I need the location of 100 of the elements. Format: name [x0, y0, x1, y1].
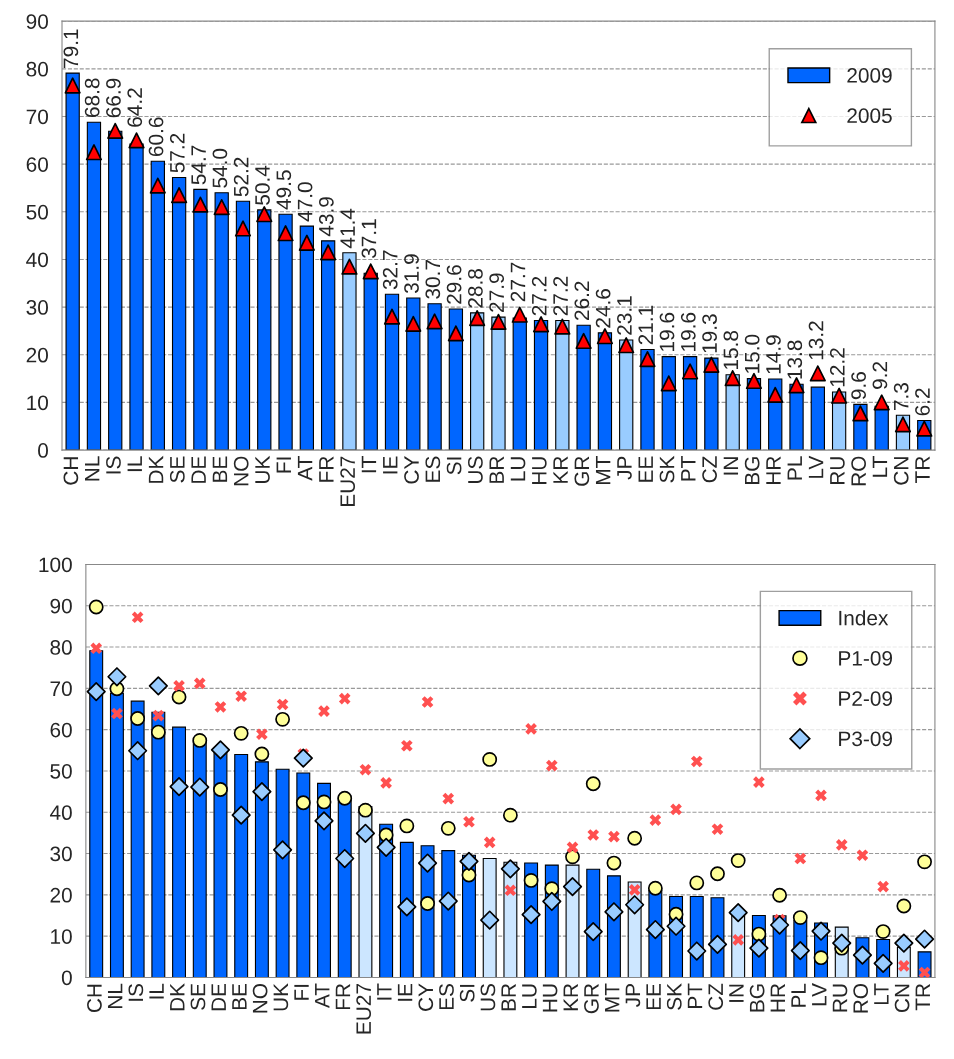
x-tick-label: AT — [315, 983, 330, 1009]
point — [417, 853, 438, 873]
x-tick-label: IE — [397, 983, 413, 1001]
x-tick-label: KR — [563, 983, 578, 1011]
point — [192, 732, 208, 748]
x-tick-label: AT — [297, 456, 313, 481]
point — [815, 789, 827, 802]
bar — [576, 324, 591, 451]
data-label: 43.9 — [318, 197, 334, 237]
data-label: 64.2 — [127, 88, 143, 127]
point — [502, 807, 518, 823]
x-tick-label: HR — [766, 456, 781, 485]
x-tick-label: DE — [191, 456, 206, 483]
point — [832, 933, 852, 953]
data-label: 15.0 — [744, 334, 760, 373]
point — [420, 896, 435, 911]
x-tick-label: MT — [595, 456, 611, 484]
point — [585, 776, 601, 792]
data-label: 14.9 — [766, 335, 781, 374]
x-tick-label: UK — [255, 455, 270, 483]
data-label: 9.2 — [872, 362, 888, 389]
point — [107, 667, 127, 687]
data-label: 19.6 — [680, 312, 696, 351]
point — [917, 854, 932, 870]
point — [482, 751, 498, 767]
x-tick-label: RO — [853, 984, 869, 1013]
bar — [275, 768, 290, 978]
x-tick-label: HU — [542, 984, 558, 1012]
point — [173, 680, 185, 692]
point — [873, 953, 893, 974]
point — [618, 337, 635, 354]
point — [150, 724, 166, 740]
point — [316, 794, 332, 810]
point — [397, 897, 417, 917]
point — [64, 77, 81, 94]
y-tick-label: 40 — [26, 252, 48, 268]
point — [442, 792, 455, 805]
bar — [491, 316, 506, 451]
x-tick-label: TR — [915, 983, 930, 1011]
point — [272, 840, 293, 860]
bar — [130, 700, 145, 978]
point — [88, 599, 104, 615]
x-tick-label: DK — [170, 983, 185, 1011]
x-tick-label: NO — [252, 984, 268, 1013]
x-tick-label: IS — [128, 983, 144, 1001]
x-tick-label: IT — [361, 456, 377, 473]
point — [469, 309, 486, 327]
bar — [427, 303, 442, 451]
x-tick-label: IN — [723, 457, 739, 475]
bar — [555, 319, 570, 451]
point — [107, 122, 124, 139]
y-tick-label: 60 — [50, 722, 72, 738]
point — [358, 802, 373, 818]
bar — [89, 650, 104, 978]
bar — [299, 225, 315, 451]
bar — [65, 72, 80, 451]
x-tick-label: EU27 — [340, 456, 356, 507]
y-tick-label: 80 — [50, 640, 72, 655]
point — [254, 746, 270, 762]
point — [504, 884, 517, 897]
point — [583, 921, 603, 942]
bar — [384, 293, 400, 451]
point — [670, 803, 682, 816]
bar — [214, 192, 229, 451]
x-tick-label: SK — [659, 455, 675, 483]
data-label: 50.4 — [255, 165, 270, 205]
data-label: 28.8 — [468, 269, 483, 308]
data-label: 79.1 — [63, 29, 79, 68]
legend-label: 2005 — [847, 108, 892, 124]
x-tick-label: SI — [446, 457, 462, 475]
x-tick-label: LV — [812, 983, 827, 1006]
x-tick-label: GR — [574, 456, 590, 486]
point — [231, 805, 251, 825]
legend-label: 2009 — [847, 68, 892, 83]
bar — [235, 200, 251, 451]
bar — [86, 121, 102, 451]
point — [295, 795, 311, 811]
x-tick-label: PT — [687, 983, 703, 1008]
point — [790, 940, 810, 961]
point — [681, 363, 699, 380]
point — [293, 748, 313, 768]
x-tick-label: SK — [666, 983, 682, 1010]
data-label: 41.4 — [340, 208, 355, 249]
point — [532, 316, 550, 333]
x-tick-label: SE — [169, 456, 185, 483]
y-tick-label: 30 — [26, 300, 48, 315]
point — [852, 405, 869, 422]
point — [749, 938, 769, 958]
point — [767, 386, 784, 403]
data-label: 49.5 — [276, 170, 292, 210]
point — [362, 263, 379, 280]
bar — [278, 213, 293, 451]
x-tick-label: LU — [522, 984, 537, 1008]
x-tick-label: US — [468, 456, 483, 483]
x-tick-label: NL — [107, 983, 123, 1008]
x-tick-label: CY — [418, 983, 434, 1011]
point — [421, 696, 434, 708]
x-tick-label: JP — [625, 984, 641, 1007]
data-label: 31.9 — [404, 254, 419, 294]
x-tick-label: LT — [872, 456, 888, 477]
